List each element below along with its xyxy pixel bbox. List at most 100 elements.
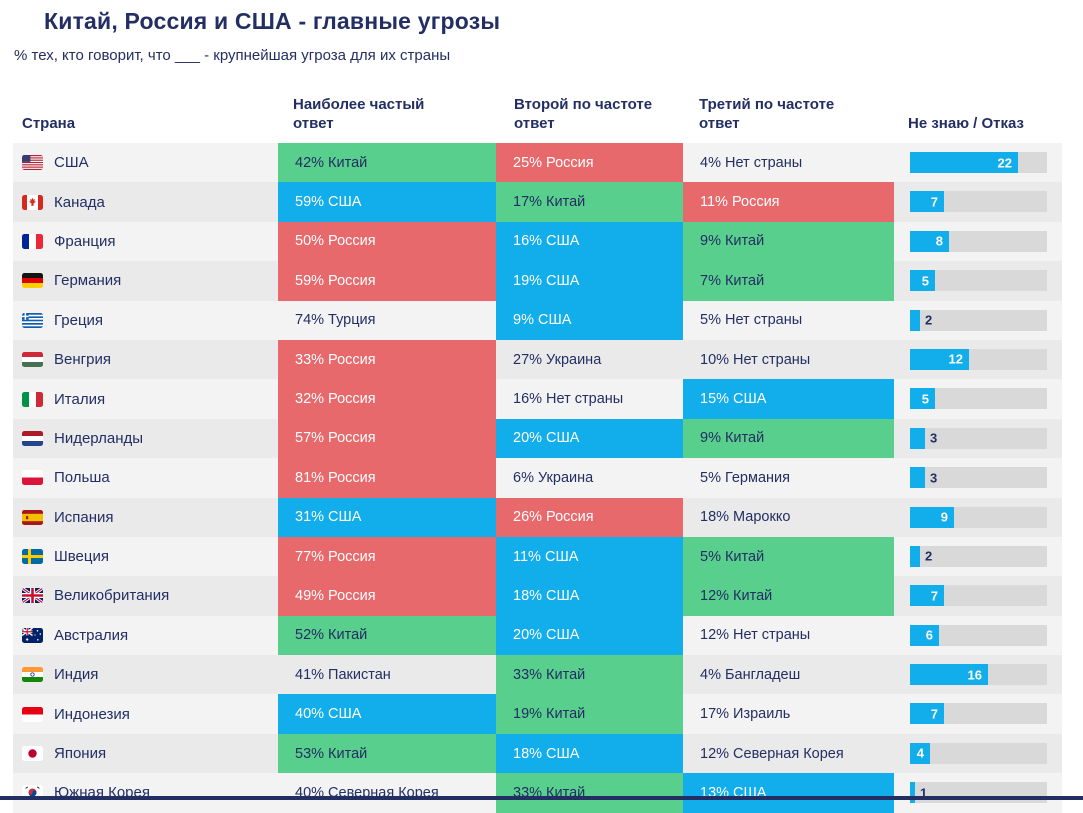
first-answer-label: 52% Китай	[295, 627, 368, 644]
dont-know-bar-fill	[910, 309, 920, 331]
dont-know-bar-value: 7	[930, 588, 938, 604]
third-answer-label: 10% Нет страны	[700, 351, 811, 368]
second-answer-cell: 25% Россия	[496, 143, 683, 183]
column-gap	[894, 379, 910, 418]
dont-know-bar-track: 3	[910, 427, 1047, 449]
table-row: Индонезия 40% США 19% Китай 17% Израиль …	[13, 694, 1062, 734]
third-answer-label: 12% Нет страны	[700, 627, 811, 644]
flag-gr-icon	[22, 312, 43, 328]
dont-know-bar-value: 7	[930, 706, 938, 722]
second-answer-cell: 9% США	[496, 300, 683, 340]
dont-know-bar-fill: 8	[910, 230, 949, 252]
third-answer-cell: 7% Китай	[683, 261, 894, 301]
dont-know-bar-value: 8	[935, 233, 943, 249]
first-answer-label: 49% Россия	[295, 587, 376, 604]
country-label: Франция	[54, 232, 116, 250]
country-cell: Южная Корея	[13, 773, 278, 812]
dont-know-bar-track: 3	[910, 467, 1047, 489]
second-answer-label: 27% Украина	[513, 351, 602, 368]
first-answer-cell: 41% Пакистан	[278, 655, 496, 694]
country-label: Испания	[54, 508, 114, 526]
third-answer-cell: 12% Нет страны	[683, 616, 894, 655]
third-answer-cell: 5% Нет страны	[683, 301, 894, 340]
country-cell: Венгрия	[13, 340, 278, 379]
first-answer-label: 42% Китай	[295, 154, 368, 171]
flag-se-icon	[22, 549, 43, 565]
third-answer-cell: 9% Китай	[683, 221, 894, 262]
dont-know-bar-fill: 12	[910, 348, 969, 370]
country-cell: Индия	[13, 655, 278, 694]
first-answer-cell: 40% США	[278, 694, 496, 734]
dont-know-bar-value: 22	[997, 155, 1012, 170]
country-cell: Польша	[13, 458, 278, 497]
table-row: Южная Корея 40% Северная Корея 33% Китай…	[13, 773, 1062, 813]
second-answer-cell: 16% США	[496, 221, 683, 262]
first-answer-cell: 40% Северная Корея	[278, 773, 496, 812]
table-row: Канада 59% США 17% Китай 11% Россия 7	[13, 182, 1062, 222]
dont-know-bar-track: 8	[910, 230, 1047, 252]
first-answer-label: 33% Россия	[295, 351, 376, 368]
dont-know-bar-value: 3	[930, 470, 938, 486]
table-row: Великобритания 49% Россия 18% США 12% Ки…	[13, 576, 1062, 616]
dont-know-bar-zone: 1	[910, 773, 1062, 812]
second-answer-cell: 33% Китай	[496, 773, 683, 813]
third-answer-cell: 15% США	[683, 379, 894, 419]
third-answer-cell: 5% Германия	[683, 458, 894, 497]
third-answer-label: 4% Нет страны	[700, 154, 803, 171]
dont-know-bar-value: 6	[925, 627, 933, 643]
column-gap	[894, 419, 910, 458]
dont-know-bar-zone: 16	[910, 655, 1062, 694]
dont-know-bar-fill	[910, 467, 925, 489]
flag-au-icon	[22, 627, 43, 643]
third-answer-cell: 18% Марокко	[683, 498, 894, 537]
country-cell: Германия	[13, 261, 278, 300]
second-answer-label: 33% Китай	[513, 666, 586, 683]
table-row: США 42% Китай 25% Россия 4% Нет страны 2…	[13, 143, 1062, 183]
column-gap	[894, 301, 910, 340]
country-label: Канада	[54, 193, 105, 211]
page-subtitle: % тех, кто говорит, что ___ - крупнейшая…	[14, 47, 451, 64]
dont-know-bar-fill: 7	[910, 703, 944, 725]
second-answer-cell: 20% США	[496, 418, 683, 459]
country-cell: Япония	[13, 734, 278, 773]
country-label: Индия	[54, 666, 99, 684]
table-row: Польша 81% Россия 6% Украина 5% Германия…	[13, 458, 1062, 498]
dont-know-bar-value: 7	[930, 194, 938, 210]
flag-id-icon	[22, 706, 43, 722]
dont-know-bar-fill: 6	[910, 624, 939, 646]
third-answer-cell: 9% Китай	[683, 418, 894, 459]
country-cell: Канада	[13, 182, 278, 221]
dont-know-bar-zone: 3	[910, 458, 1062, 497]
bottom-divider	[0, 796, 1083, 800]
dont-know-bar-value: 2	[925, 548, 933, 564]
third-answer-label: 9% Китай	[700, 233, 765, 250]
first-answer-cell: 81% Россия	[278, 458, 496, 498]
first-answer-label: 31% США	[295, 509, 362, 526]
column-gap	[894, 537, 910, 576]
country-cell: Италия	[13, 379, 278, 418]
third-answer-cell: 13% США	[683, 773, 894, 813]
second-answer-cell: 20% США	[496, 615, 683, 656]
dont-know-bar-zone: 2	[910, 537, 1062, 576]
flag-de-icon	[22, 273, 43, 289]
flag-in-icon	[22, 667, 43, 683]
table-row: Нидерланды 57% Россия 20% США 9% Китай 3	[13, 418, 1062, 459]
first-answer-cell: 53% Китай	[278, 733, 496, 774]
country-label: Индонезия	[54, 705, 130, 723]
first-answer-cell: 49% Россия	[278, 576, 496, 616]
third-answer-label: 15% США	[700, 391, 767, 408]
second-answer-label: 26% Россия	[513, 509, 594, 526]
first-answer-cell: 59% США	[278, 182, 496, 222]
flag-pl-icon	[22, 470, 43, 486]
dont-know-bar-value: 9	[940, 509, 948, 525]
third-answer-label: 17% Израиль	[700, 706, 791, 723]
country-cell: Швеция	[13, 537, 278, 576]
third-answer-label: 5% Германия	[700, 469, 790, 486]
column-header-third-answer: Третий по частоте ответ	[699, 96, 835, 133]
dont-know-bar-fill: 9	[910, 506, 954, 528]
second-answer-cell: 26% Россия	[496, 497, 683, 537]
flag-it-icon	[22, 391, 43, 407]
second-answer-label: 20% США	[513, 627, 580, 644]
second-answer-cell: 11% США	[496, 536, 683, 577]
dont-know-bar-zone: 7	[910, 182, 1062, 221]
